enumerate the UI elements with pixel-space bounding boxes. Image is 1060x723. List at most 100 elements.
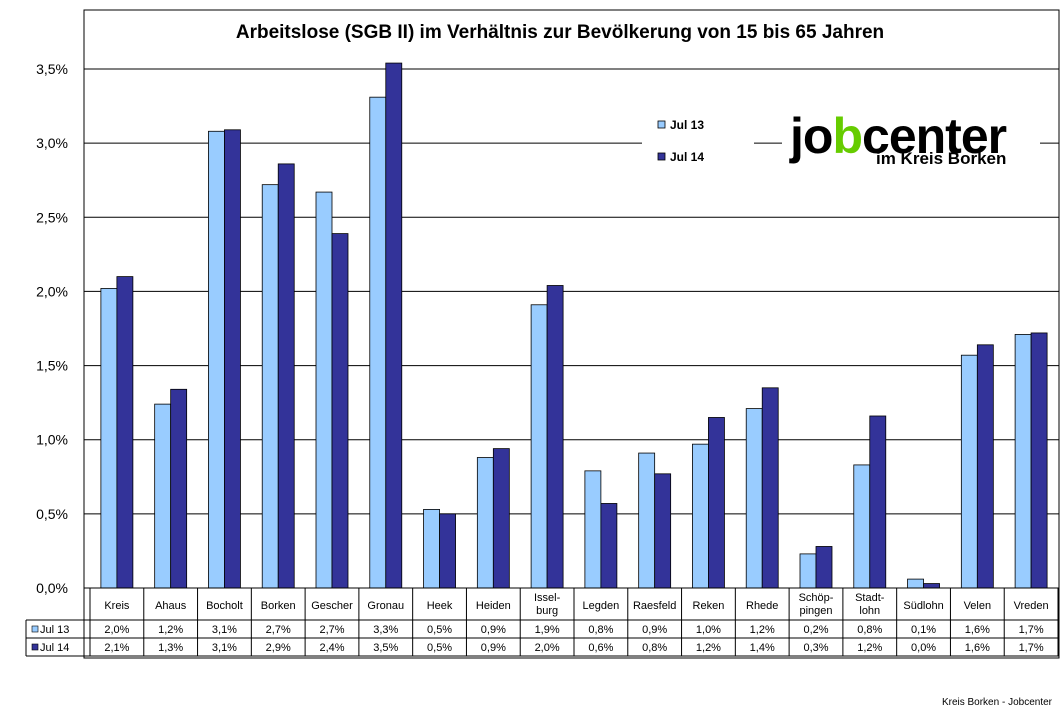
table-cell: 2,7% [266, 624, 291, 636]
bar-jul14 [277, 163, 295, 589]
bar-jul13 [1014, 334, 1032, 589]
jobcenter-logo: jobcenter im Kreis Borken [782, 100, 1040, 172]
bar-jul14 [976, 344, 994, 589]
x-category-label: Südlohn [903, 600, 943, 612]
table-cell: 3,1% [212, 642, 237, 654]
x-category-label: Heiden [476, 600, 511, 612]
x-category-label: Stadt-lohn [855, 592, 885, 617]
table-cell: 2,7% [319, 624, 344, 636]
logo-subtitle: im Kreis Borken [876, 149, 1006, 168]
table-cell: 1,2% [158, 624, 183, 636]
bar-jul14 [331, 233, 349, 589]
x-category-label: Gescher [311, 600, 353, 612]
table-cell: 1,6% [965, 642, 990, 654]
table-series-name: Jul 14 [40, 642, 69, 654]
table-cell: 0,6% [588, 642, 613, 654]
y-tick-label: 2,0% [36, 283, 68, 299]
bar-jul14 [546, 285, 564, 589]
bar-jul14 [385, 62, 403, 589]
y-tick-label: 0,5% [36, 506, 68, 522]
bar-jul13 [584, 470, 602, 589]
legend-box [642, 106, 754, 176]
bar-jul14 [439, 513, 456, 589]
bar-jul13 [745, 408, 763, 589]
y-axis-ticks: 0,0% 0,5% 1,0% 1,5% 2,0% 2,5% 3,0% 3,5% [36, 61, 68, 596]
bar-jul14 [170, 388, 188, 589]
y-tick-label: 1,0% [36, 432, 68, 448]
table-cell: 1,4% [750, 642, 775, 654]
table-cell: 0,3% [803, 642, 828, 654]
x-category-label: Vreden [1014, 600, 1049, 612]
bar-jul14 [1030, 332, 1048, 589]
table-cell: 1,2% [696, 642, 721, 654]
legend-swatch-jul13 [657, 120, 666, 129]
table-cell: 0,8% [588, 624, 613, 636]
bar-jul14 [654, 473, 672, 589]
table-cell: 1,9% [535, 624, 560, 636]
table-cell: 1,7% [1019, 624, 1044, 636]
x-category-label: Gronau [367, 600, 404, 612]
table-cell: 0,8% [857, 624, 882, 636]
x-category-label: Rhede [746, 600, 778, 612]
bar-jul14 [761, 387, 779, 589]
bar-jul13 [799, 553, 817, 589]
bar-jul13 [853, 464, 871, 589]
legend-label-jul13: Jul 13 [670, 118, 704, 132]
x-category-label: Raesfeld [633, 600, 676, 612]
legend-label-jul14: Jul 14 [670, 150, 704, 164]
y-tick-label: 0,0% [36, 580, 68, 596]
bar-jul13 [530, 304, 548, 589]
bar-jul13 [369, 96, 387, 589]
y-tick-label: 1,5% [36, 358, 68, 374]
bar-jul14 [815, 546, 833, 589]
bar-jul14 [923, 583, 940, 589]
logo-wordmark: jobcenter [789, 108, 1007, 164]
legend: Jul 13 Jul 14 [642, 106, 754, 176]
table-cell: 0,9% [481, 624, 506, 636]
bar-jul13 [960, 354, 978, 589]
bar-jul13 [423, 509, 440, 589]
table-cell: 3,5% [373, 642, 398, 654]
y-tick-label: 3,5% [36, 61, 68, 77]
bar-jul14 [224, 129, 241, 589]
x-category-label: Heek [427, 600, 453, 612]
table-cell: 1,2% [750, 624, 775, 636]
table-cell: 0,8% [642, 642, 667, 654]
bar-jul13 [208, 130, 225, 589]
table-cell: 0,0% [911, 642, 936, 654]
table-cell: 0,2% [803, 624, 828, 636]
table-cell: 0,1% [911, 624, 936, 636]
bar-jul14 [116, 276, 134, 589]
table-cell: 1,2% [857, 642, 882, 654]
table-cell: 0,5% [427, 624, 452, 636]
table-cell: 0,9% [481, 642, 506, 654]
bar-jul13 [476, 457, 494, 589]
table-cell: 2,0% [535, 642, 560, 654]
table-cell: 1,6% [965, 624, 990, 636]
legend-swatch-jul14 [657, 152, 666, 161]
chart-title: Arbeitslose (SGB II) im Verhältnis zur B… [236, 22, 884, 43]
x-category-label: Kreis [104, 600, 130, 612]
table-cell: 3,3% [373, 624, 398, 636]
bar-jul13 [261, 184, 279, 589]
table-cell: 0,9% [642, 624, 667, 636]
bar-jul13 [692, 443, 709, 589]
bar-jul14 [869, 415, 887, 589]
table-series-swatch [31, 643, 39, 651]
bar-jul13 [154, 403, 172, 589]
data-table: Kreis Ahaus Bocholt Borken Gescher Gronau Heek… [25, 587, 1059, 657]
table-cell: 1,3% [158, 642, 183, 654]
bar-jul13 [315, 191, 333, 589]
table-cell: 2,9% [266, 642, 291, 654]
table-cell: 2,0% [104, 624, 129, 636]
logo-background [782, 100, 1040, 172]
y-tick-label: 2,5% [36, 209, 68, 225]
bar-jul13 [638, 452, 656, 589]
bar-jul13 [907, 578, 924, 589]
x-category-label: Ahaus [155, 600, 187, 612]
table-cell: 2,1% [104, 642, 129, 654]
table-cell: 3,1% [212, 624, 237, 636]
x-category-label: Legden [583, 600, 620, 612]
table-cell: 0,5% [427, 642, 452, 654]
